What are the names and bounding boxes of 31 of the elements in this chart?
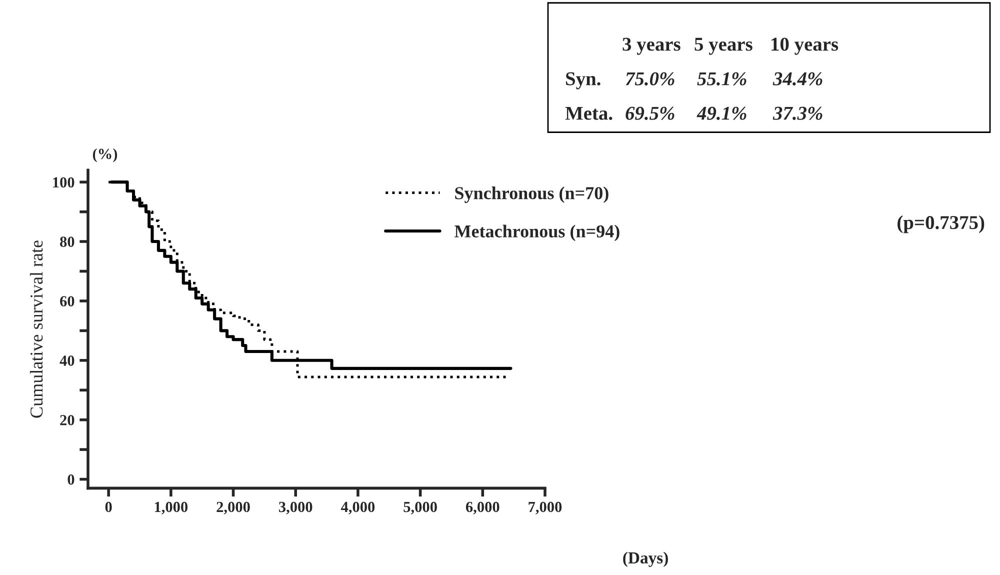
x-tick-label: 0 [105,502,112,512]
y-tick-label: 80 [60,236,74,247]
text: (%) [92,148,118,162]
text: 69.5% [626,106,674,120]
text: 3 years [622,38,680,55]
text: 34.4% [772,72,822,86]
text: Meta. [565,106,612,120]
text: 75.0% [626,72,674,86]
text: Syn. [566,72,600,90]
text: 49.1% [696,106,746,120]
y-axis-title: Cumulative survival rate [30,240,43,418]
x-tick-label: 7,000 [528,502,562,514]
x-tick-label: 2,000 [216,502,250,514]
text: (p=0.7375) [898,215,984,234]
y-tick-label: 60 [60,296,74,306]
x-tick-label: 5,000 [404,502,437,514]
text: 55.1% [697,72,746,86]
x-tick-label: 1,000 [154,502,188,514]
x-tick-label: 3,000 [279,502,312,514]
y-tick-label: 100 [53,177,74,188]
legend-label: Metachronous (n=94) [454,224,620,242]
x-axis-title: (Days) [623,552,668,567]
y-tick-label: 0 [68,474,74,485]
legend-label: Synchronous (n=70) [455,186,608,203]
text: 5 years [694,38,752,55]
x-tick-label: 6,000 [466,502,500,514]
text: 10 years [772,38,838,55]
text: 37.3% [772,106,822,120]
x-tick-label: 4,000 [340,502,375,514]
y-tick-label: 40 [60,356,74,366]
y-tick-label: 20 [60,414,74,426]
